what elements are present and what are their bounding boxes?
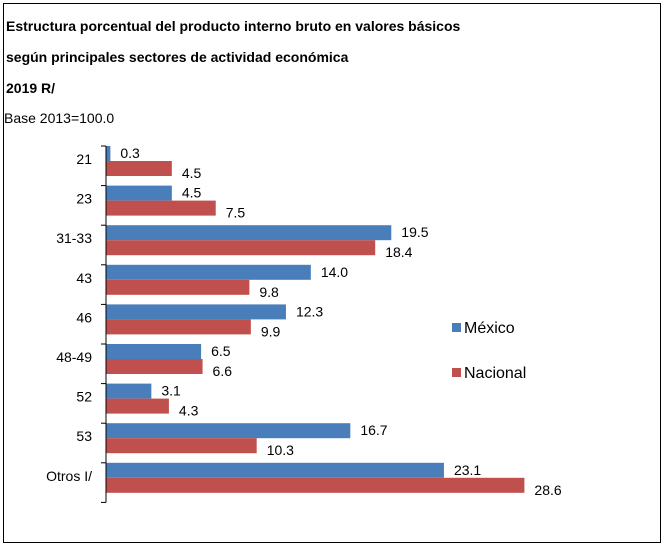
bar-mexico bbox=[106, 264, 311, 280]
bar-nacional bbox=[106, 279, 250, 295]
legend-label: Nacional bbox=[464, 365, 526, 382]
category-label: 23 bbox=[76, 191, 92, 207]
bar-mexico bbox=[106, 423, 351, 439]
bar-nacional bbox=[106, 161, 172, 176]
bar-mexico bbox=[106, 304, 286, 320]
data-label: 6.6 bbox=[213, 363, 233, 379]
bar-mexico bbox=[106, 462, 444, 478]
bar-nacional bbox=[106, 398, 169, 414]
data-label: 3.1 bbox=[161, 383, 181, 399]
bar-mexico bbox=[106, 185, 172, 201]
chart-title-line-1: Estructura porcentual del producto inter… bbox=[6, 18, 461, 34]
category-label: 46 bbox=[76, 309, 92, 325]
data-label: 18.4 bbox=[385, 244, 412, 260]
chart-title-line-3: 2019 R/ bbox=[6, 80, 56, 96]
data-label: 4.5 bbox=[182, 165, 202, 181]
legend-swatch bbox=[452, 368, 461, 377]
category-label: 48-49 bbox=[56, 349, 92, 365]
bar-mexico bbox=[106, 344, 202, 359]
category-label: 53 bbox=[76, 428, 92, 444]
data-label: 9.9 bbox=[261, 323, 281, 339]
bar-nacional bbox=[106, 477, 525, 493]
data-label: 9.8 bbox=[259, 284, 279, 300]
bar-nacional bbox=[106, 200, 216, 216]
data-label: 23.1 bbox=[454, 462, 481, 478]
data-label: 16.7 bbox=[360, 422, 387, 438]
legend-swatch bbox=[452, 323, 461, 332]
bar-mexico bbox=[106, 225, 392, 241]
data-label: 14.0 bbox=[321, 264, 348, 280]
data-label: 4.5 bbox=[182, 185, 202, 201]
bar-nacional bbox=[106, 438, 257, 454]
category-label: 21 bbox=[76, 151, 92, 167]
data-label: 6.5 bbox=[211, 343, 231, 359]
legend-label: México bbox=[464, 320, 515, 337]
data-label: 4.3 bbox=[179, 403, 199, 419]
data-label: 19.5 bbox=[401, 224, 428, 240]
data-label: 28.6 bbox=[534, 482, 561, 498]
bar-nacional bbox=[106, 359, 203, 374]
chart-title-line-2: según principales sectores de actividad … bbox=[6, 49, 349, 65]
category-label: Otros I/ bbox=[46, 468, 92, 484]
bar-nacional bbox=[106, 319, 251, 335]
category-label: 31-33 bbox=[56, 230, 92, 246]
category-label: 43 bbox=[76, 270, 92, 286]
data-label: 7.5 bbox=[226, 205, 246, 221]
bar-nacional bbox=[106, 240, 376, 256]
chart-subtitle: Base 2013=100.0 bbox=[4, 110, 115, 126]
data-label: 10.3 bbox=[267, 442, 294, 458]
bar-mexico bbox=[106, 383, 152, 399]
category-label: 52 bbox=[76, 389, 92, 405]
data-label: 0.3 bbox=[120, 145, 140, 161]
data-label: 12.3 bbox=[296, 303, 323, 319]
bar-mexico bbox=[106, 146, 111, 161]
